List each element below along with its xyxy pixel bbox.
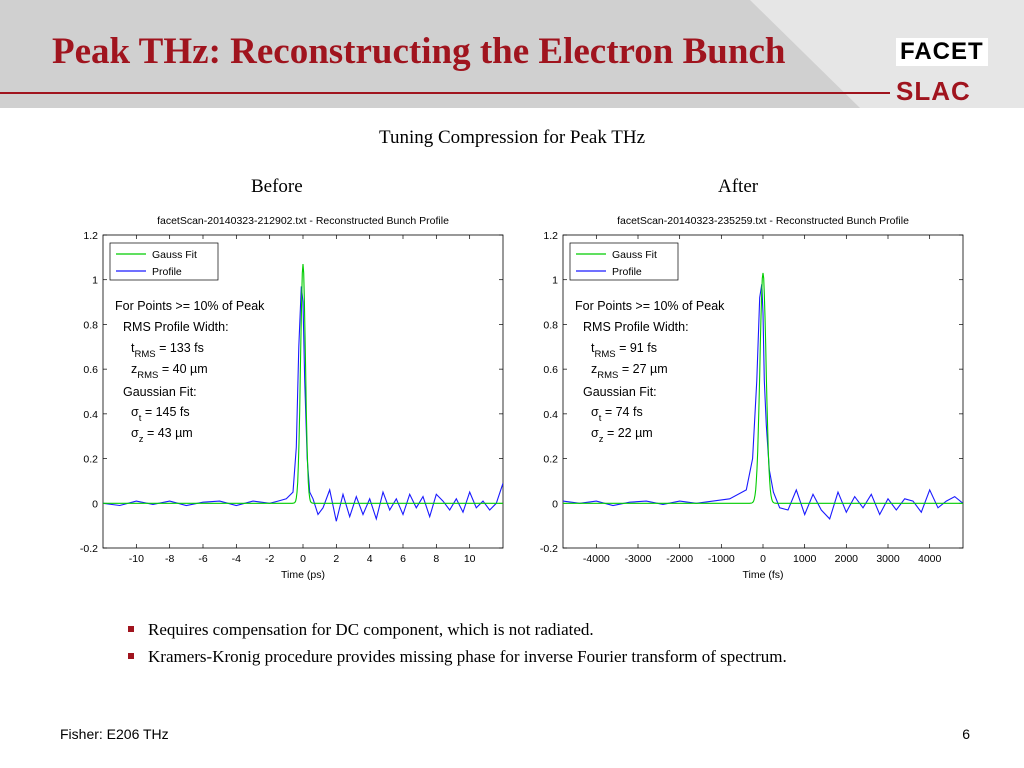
y-tick-label: 0 [552, 498, 558, 510]
x-tick-label: 1000 [793, 553, 817, 565]
gauss-fit-line [563, 272, 963, 504]
y-tick-label: 0.6 [543, 364, 558, 376]
annotation-line: Gaussian Fit: [583, 385, 657, 399]
x-tick-label: -2000 [666, 553, 693, 565]
chart-before: facetScan-20140323-212902.txt - Reconstr… [80, 215, 504, 581]
annotation-line: σz = 22 µm [591, 426, 653, 445]
annotation-line: σt = 145 fs [131, 405, 190, 424]
slide-header [0, 0, 1024, 108]
annotation-line: σz = 43 µm [131, 426, 193, 445]
chart-title: facetScan-20140323-212902.txt - Reconstr… [157, 215, 449, 227]
title-underline [0, 92, 890, 94]
x-tick-label: 0 [300, 553, 306, 565]
x-tick-label: -2 [265, 553, 274, 565]
x-axis-label: Time (ps) [281, 569, 325, 581]
x-tick-label: 4000 [918, 553, 942, 565]
annotation-line: tRMS = 133 fs [131, 341, 204, 360]
x-axis-label: Time (fs) [742, 569, 783, 581]
bullet-item: Requires compensation for DC component, … [128, 616, 787, 643]
y-tick-label: 0.2 [543, 454, 558, 466]
slac-logo: SLAC [896, 76, 971, 106]
header-decoration [750, 0, 1024, 108]
annotation-line: σt = 74 fs [591, 405, 643, 424]
bullet-item: Kramers-Kronig procedure provides missin… [128, 643, 787, 670]
x-tick-label: -3000 [625, 553, 652, 565]
bullet-square-icon [128, 626, 134, 632]
y-tick-label: 0.8 [83, 319, 98, 331]
plot-area [562, 234, 964, 549]
x-tick-label: 8 [433, 553, 439, 565]
annotation-line: For Points >= 10% of Peak [575, 299, 725, 313]
chart-title: facetScan-20140323-235259.txt - Reconstr… [617, 215, 909, 227]
y-tick-label: 1 [552, 275, 558, 287]
x-tick-label: 4 [367, 553, 373, 565]
annotation-line: zRMS = 27 µm [591, 362, 668, 381]
y-tick-label: -0.2 [80, 543, 98, 555]
y-tick-label: 0.6 [83, 364, 98, 376]
y-tick-label: 0.4 [83, 409, 98, 421]
legend-entry: Profile [612, 266, 642, 278]
annotation-line: RMS Profile Width: [583, 320, 689, 334]
x-tick-label: -8 [165, 553, 174, 565]
x-tick-label: -1000 [708, 553, 735, 565]
annotation-line: For Points >= 10% of Peak [115, 299, 265, 313]
bullet-list: Requires compensation for DC component, … [128, 616, 787, 670]
chart-after: facetScan-20140323-235259.txt - Reconstr… [540, 215, 964, 581]
x-tick-label: 10 [464, 553, 476, 565]
y-tick-label: 1 [92, 275, 98, 287]
y-tick-label: 1.2 [83, 230, 98, 242]
x-tick-label: -4 [232, 553, 241, 565]
footer-author: Fisher: E206 THz [60, 726, 169, 742]
annotation-line: Gaussian Fit: [123, 385, 197, 399]
panel-label-before: Before [251, 176, 303, 197]
y-tick-label: 0.8 [543, 319, 558, 331]
bullet-text: Requires compensation for DC component, … [148, 620, 594, 639]
y-tick-label: -0.2 [540, 543, 558, 555]
y-tick-label: 0.4 [543, 409, 558, 421]
panel-label-after: After [718, 176, 759, 197]
page-number: 6 [962, 726, 970, 742]
y-tick-label: 1.2 [543, 230, 558, 242]
x-tick-label: 3000 [876, 553, 900, 565]
x-tick-label: -4000 [583, 553, 610, 565]
x-tick-label: -10 [129, 553, 144, 565]
legend-box [109, 242, 219, 281]
slide-subtitle: Tuning Compression for Peak THz [379, 127, 645, 148]
y-tick-label: 0 [92, 498, 98, 510]
legend-entry: Gauss Fit [152, 249, 197, 261]
bullet-text: Kramers-Kronig procedure provides missin… [148, 647, 787, 666]
slide-title: Peak THz: Reconstructing the Electron Bu… [52, 31, 786, 72]
x-tick-label: 6 [400, 553, 406, 565]
bullet-square-icon [128, 653, 134, 659]
legend-entry: Profile [152, 266, 182, 278]
annotation-line: zRMS = 40 µm [131, 362, 208, 381]
x-tick-label: 2 [333, 553, 339, 565]
profile-line [103, 286, 503, 522]
x-tick-label: 2000 [835, 553, 859, 565]
x-tick-label: 0 [760, 553, 766, 565]
annotation-line: tRMS = 91 fs [591, 341, 657, 360]
y-tick-label: 0.2 [83, 454, 98, 466]
x-tick-label: -6 [198, 553, 207, 565]
legend-entry: Gauss Fit [612, 249, 657, 261]
profile-line [563, 284, 963, 520]
legend-box [569, 242, 679, 281]
facet-logo: FACET [896, 38, 988, 66]
gauss-fit-line [103, 264, 503, 504]
annotation-line: RMS Profile Width: [123, 320, 229, 334]
